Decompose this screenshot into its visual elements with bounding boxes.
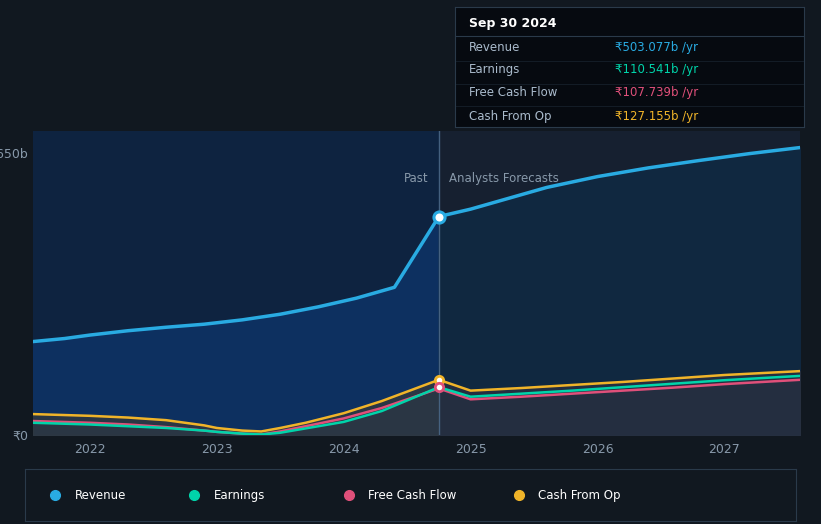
Text: Cash From Op: Cash From Op: [469, 110, 551, 123]
Bar: [33, 131, 439, 435]
Text: Free Cash Flow: Free Cash Flow: [368, 489, 456, 501]
Text: ₹110.541b /yr: ₹110.541b /yr: [616, 63, 699, 77]
Text: ₹107.739b /yr: ₹107.739b /yr: [616, 86, 699, 99]
Text: Analysts Forecasts: Analysts Forecasts: [449, 172, 559, 185]
Text: ₹503.077b /yr: ₹503.077b /yr: [616, 41, 699, 54]
Bar: [439, 131, 800, 435]
Text: Earnings: Earnings: [469, 63, 521, 77]
Text: Cash From Op: Cash From Op: [538, 489, 621, 501]
Text: Sep 30 2024: Sep 30 2024: [469, 17, 557, 30]
Text: Revenue: Revenue: [469, 41, 521, 54]
Text: Free Cash Flow: Free Cash Flow: [469, 86, 557, 99]
Text: Earnings: Earnings: [213, 489, 265, 501]
Text: Past: Past: [404, 172, 429, 185]
Text: Revenue: Revenue: [75, 489, 126, 501]
Text: ₹127.155b /yr: ₹127.155b /yr: [616, 110, 699, 123]
